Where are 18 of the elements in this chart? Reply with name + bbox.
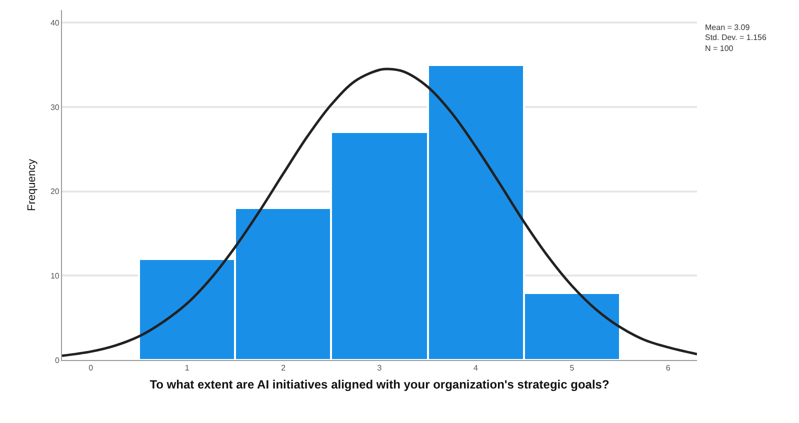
line-series: [62, 68, 697, 358]
x-axis-title: To what extent are AI initiatives aligned with your organization's strategic goals?: [150, 378, 610, 392]
y-tick-label: 30: [50, 102, 60, 112]
y-tick-label: 20: [50, 187, 60, 196]
text: Mean = 3.09: [705, 23, 750, 32]
y-tick-label: 40: [50, 18, 60, 28]
text: Std. Dev. = 1.156: [705, 33, 767, 42]
x-tick-label: 2: [281, 364, 286, 373]
x-tick-label: 4: [473, 364, 478, 373]
x-tick-label: 5: [570, 364, 575, 373]
x-tick-label: 0: [88, 364, 94, 373]
y-tick-label: 10: [50, 271, 60, 280]
text: N = 100: [705, 44, 734, 53]
x-tick-label: 3: [377, 364, 382, 373]
x-tick-label: 1: [184, 364, 190, 373]
y-tick-label: 0: [54, 356, 60, 365]
y-axis-title: Frequency: [26, 158, 38, 211]
x-tick-label: 6: [666, 364, 671, 373]
